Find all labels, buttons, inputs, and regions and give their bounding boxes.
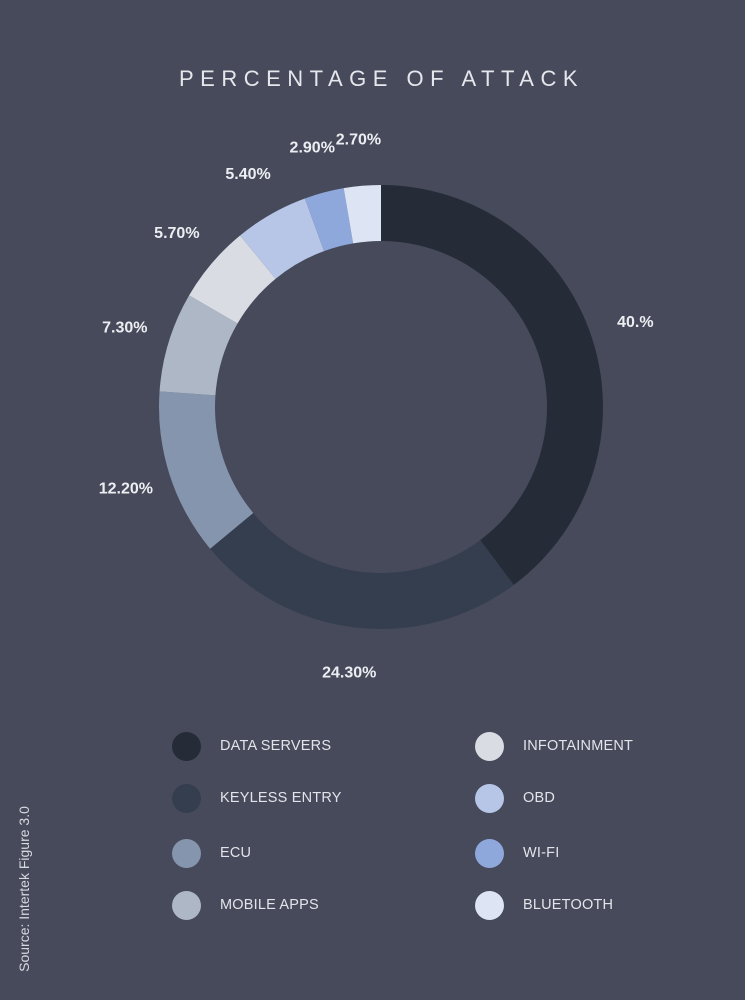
legend-label: OBD (523, 790, 556, 806)
legend-item-bluetooth: BLUETOOTH (475, 890, 613, 920)
legend-swatch (475, 838, 504, 868)
data-label-bluetooth: 2.70% (336, 131, 381, 148)
donut-slice-obd (240, 198, 325, 279)
donut-slice-ecu (158, 391, 254, 549)
legend-item-keyless-entry: KEYLESS ENTRY (172, 783, 342, 813)
legend-swatch (172, 890, 201, 920)
legend-item-data-servers: DATA SERVERS (172, 731, 331, 761)
legend-swatch (172, 838, 201, 868)
legend-item-obd: OBD (475, 783, 555, 813)
donut-slice-bluetooth (343, 185, 381, 244)
data-label-mobile-apps: 7.30% (102, 320, 147, 337)
legend-swatch (172, 731, 201, 761)
legend-label: WI-FI (523, 845, 560, 861)
legend-swatch (475, 890, 504, 920)
legend-item-wi-fi: WI-FI (475, 838, 559, 868)
data-label-data-servers: 40.% (617, 314, 653, 331)
data-label-wi-fi: 2.90% (290, 139, 335, 156)
donut-slice-keyless-entry (210, 512, 514, 629)
data-label-keyless-entry: 24.30% (322, 665, 376, 682)
legend-item-ecu: ECU (172, 838, 251, 868)
legend-label: MOBILE APPS (220, 897, 319, 913)
donut-slice-wi-fi (304, 188, 354, 252)
source-note: Source: Intertek Figure 3.0 (16, 806, 32, 972)
data-label-infotainment: 5.70% (154, 225, 199, 242)
legend-label: BLUETOOTH (523, 897, 614, 913)
legend-item-mobile-apps: MOBILE APPS (172, 890, 319, 920)
donut-chart: 40.% 24.30% 12.20% 7.30% 5.70% 5.40% 2.90% 2.70… (99, 131, 654, 682)
data-label-ecu: 12.20% (99, 481, 153, 498)
donut-slice-data-servers (381, 185, 603, 585)
chart-title: PERCENTAGE OF ATTACK (178, 66, 585, 91)
legend-label: DATA SERVERS (220, 738, 332, 754)
legend-label: KEYLESS ENTRY (220, 790, 342, 806)
legend-swatch (172, 783, 201, 813)
legend-label: ECU (220, 845, 252, 861)
legend-label: INFOTAINMENT (523, 738, 634, 754)
data-label-obd: 5.40% (225, 166, 270, 183)
legend-item-infotainment: INFOTAINMENT (475, 731, 633, 761)
legend-swatch (475, 783, 504, 813)
donut-slice-infotainment (189, 235, 276, 324)
legend-swatch (475, 731, 504, 761)
donut-slice-mobile-apps (159, 295, 238, 396)
